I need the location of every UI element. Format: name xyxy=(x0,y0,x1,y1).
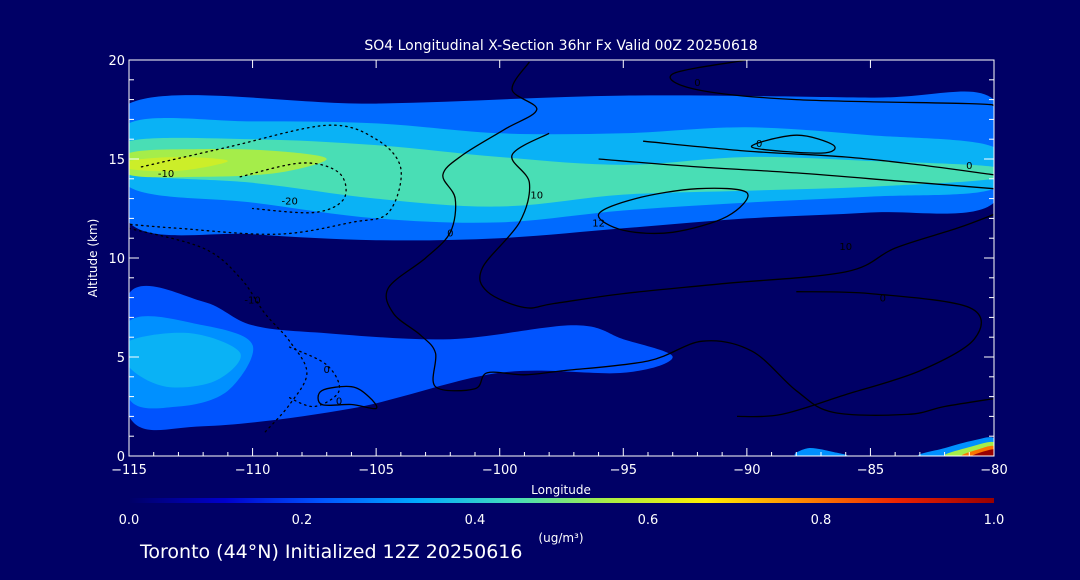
contour-lines: 0 10 0 0 10 0 12 0 -10 -20 -10 0 0 xyxy=(129,60,994,433)
x-axis-label: Longitude xyxy=(531,483,591,497)
colorbar-tick-label: 0.2 xyxy=(292,513,313,528)
contour-line-3 xyxy=(643,140,994,176)
field-layer-5 xyxy=(129,285,673,431)
contour-label-5: 0 xyxy=(880,294,886,305)
contour-label-8: -10 xyxy=(158,169,174,180)
colorbar-tick-label: 0.6 xyxy=(638,513,659,528)
contour-line-1 xyxy=(479,132,994,309)
colorbar-ticks: 0.0 0.2 0.4 0.6 0.8 1.0 xyxy=(119,513,1005,528)
contour-line-4 xyxy=(598,158,994,190)
x-tick-label: −80 xyxy=(980,463,1007,478)
x-tick-label: −105 xyxy=(358,463,394,478)
axes: −115 −110 −105 −100 −95 −90 −85 −80 0 5 10 15 20 xyxy=(108,54,1007,478)
contour-line-11 xyxy=(286,346,341,408)
field-layer-12 xyxy=(971,449,994,456)
contour-label-12: 0 xyxy=(336,397,342,408)
colorbar xyxy=(129,498,994,503)
x-tick-label: −115 xyxy=(111,463,147,478)
y-axis-label: Altitude (km) xyxy=(86,219,100,298)
contour-label-7: 0 xyxy=(694,78,700,89)
y-tick-label: 15 xyxy=(108,153,125,168)
contour-line-9 xyxy=(239,162,347,214)
y-tick-label: 5 xyxy=(117,351,125,366)
y-tick-label: 0 xyxy=(117,450,125,465)
colorbar-tick-label: 0.0 xyxy=(119,513,140,528)
contour-label-1: 10 xyxy=(530,191,543,202)
contour-line-5 xyxy=(736,291,982,418)
field-layer-2 xyxy=(129,137,994,207)
colorbar-label: (ug/m³) xyxy=(538,531,583,545)
contour-line-6 xyxy=(597,187,749,235)
chart-title: SO4 Longitudinal X-Section 36hr Fx Valid… xyxy=(364,38,757,54)
contour-label-9: -20 xyxy=(281,197,297,208)
field-layer-7 xyxy=(129,332,241,388)
contour-label-11: 0 xyxy=(324,365,330,376)
colorbar-tick-label: 0.8 xyxy=(811,513,832,528)
x-tick-label: −85 xyxy=(857,463,884,478)
contour-label-4: 10 xyxy=(839,242,852,253)
footer-caption: Toronto (44°N) Initialized 12Z 20250616 xyxy=(140,541,523,563)
field-layer-4 xyxy=(129,157,228,172)
contour-line-7 xyxy=(669,60,994,107)
contour-line-10 xyxy=(129,227,308,433)
colorbar-tick-label: 0.4 xyxy=(465,513,486,528)
contour-label-6: 12 xyxy=(592,218,605,229)
contour-label-0: 0 xyxy=(447,228,453,239)
colorbar-tick-label: 1.0 xyxy=(984,513,1005,528)
contour-line-0 xyxy=(385,61,994,416)
x-tick-label: −90 xyxy=(733,463,760,478)
contour-line-2 xyxy=(751,134,836,154)
contour-label-3: 0 xyxy=(966,161,972,172)
filled-field xyxy=(129,91,994,456)
x-tick-label: −100 xyxy=(482,463,518,478)
contour-label-10: -10 xyxy=(244,296,260,307)
contour-line-12 xyxy=(317,385,378,410)
contour-label-2: 0 xyxy=(756,139,762,150)
x-tick-label: −95 xyxy=(610,463,637,478)
y-tick-label: 10 xyxy=(108,252,125,267)
contour-line-8 xyxy=(129,124,402,235)
x-tick-label: −110 xyxy=(235,463,271,478)
y-tick-label: 20 xyxy=(108,54,125,69)
